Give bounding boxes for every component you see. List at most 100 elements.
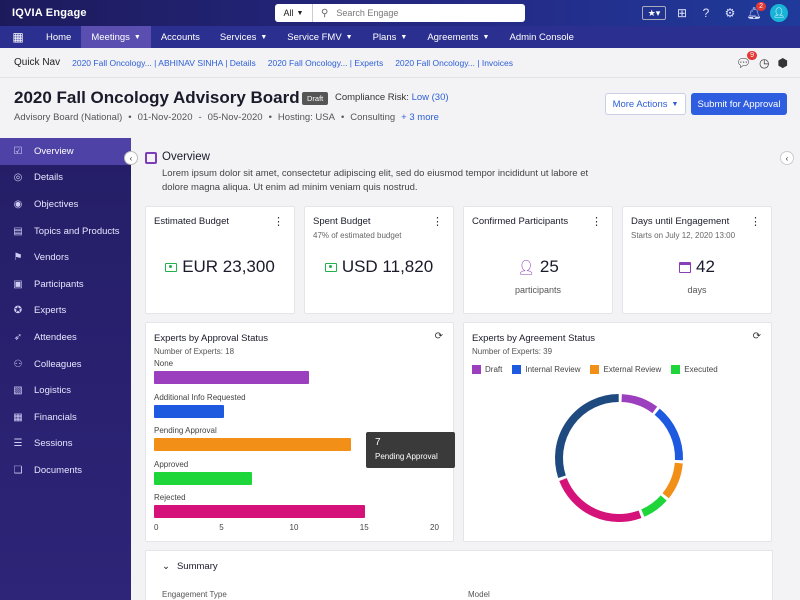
search-scope-label: All <box>283 8 294 18</box>
submit-for-approval-button[interactable]: Submit for Approval <box>691 93 787 115</box>
tooltip-value: 7 <box>375 437 381 448</box>
bar-label: Additional Info Requested <box>154 392 246 402</box>
refresh-icon[interactable]: ⟳ <box>434 331 443 342</box>
nav-service-fmv[interactable]: Service FMV ▼ <box>277 26 362 48</box>
kpi-subtitle: Starts on July 12, 2020 13:00 <box>631 231 736 240</box>
legend-label: Internal Review <box>525 365 581 374</box>
sidebar-item-participants[interactable]: ▣ Participants <box>0 271 131 298</box>
help-icon[interactable]: ? <box>702 6 710 20</box>
chevron-down-icon: ⌄ <box>162 561 170 572</box>
sidebar-item-colleagues[interactable]: ⚇ Colleagues <box>0 351 131 378</box>
quick-nav-link-invoices[interactable]: 2020 Fall Oncology... | Invoices <box>395 57 514 68</box>
summary-title: Summary <box>176 561 218 572</box>
donut-segment[interactable] <box>621 394 658 414</box>
kpi-unit: days <box>687 285 707 295</box>
kebab-menu-icon[interactable]: ⋮ <box>273 216 284 228</box>
bar[interactable] <box>154 438 351 451</box>
donut-segment[interactable] <box>641 495 667 517</box>
add-icon[interactable]: ⊞ <box>676 6 688 20</box>
nav-agreements[interactable]: Agreements ▼ <box>417 26 499 48</box>
sidebar-item-label: Colleagues <box>34 358 82 370</box>
sidebar-item-label: Logistics <box>34 385 71 397</box>
page-title: 2020 Fall Oncology Advisory Board <box>14 88 300 107</box>
global-search[interactable]: All ▼ ⚲ Search Engage <box>275 4 525 22</box>
clock-icon[interactable]: ◷ <box>759 56 770 70</box>
legend-swatch <box>472 365 481 374</box>
legend-item-draft[interactable]: Draft <box>472 365 502 374</box>
chat-icon[interactable]: 💬︎ 9 <box>736 51 758 70</box>
donut-segment[interactable] <box>555 394 619 478</box>
risk-value-link[interactable]: Low (30) <box>411 92 449 103</box>
cube-icon[interactable]: ⬢ <box>777 56 788 70</box>
bullseye-icon: ◉ <box>13 198 23 210</box>
sidebar-item-topics[interactable]: ▤ Topics and Products <box>0 218 131 245</box>
donut-segment[interactable] <box>654 408 683 461</box>
sidebar-item-vendors[interactable]: ⚑ Vendors <box>0 244 131 271</box>
sidebar-item-attendees[interactable]: ➶ Attendees <box>0 324 131 351</box>
search-scope-select[interactable]: All ▼ <box>275 4 313 22</box>
sidebar-item-objectives[interactable]: ◉ Objectives <box>0 191 131 218</box>
right-panel-toggle[interactable]: ‹ <box>780 151 794 165</box>
app-grid-icon[interactable]: ▦ <box>12 30 24 44</box>
bar[interactable] <box>154 371 309 384</box>
nav-services[interactable]: Services ▼ <box>210 26 277 48</box>
sidebar-item-experts[interactable]: ✪ Experts <box>0 298 131 325</box>
bell-icon[interactable]: 🔔︎ 2 <box>746 2 766 21</box>
bar[interactable] <box>154 505 365 518</box>
x-tick-label: 15 <box>359 523 369 532</box>
donut-segment[interactable] <box>559 478 642 522</box>
quick-nav-link-details[interactable]: 2020 Fall Oncology... | ABHINAV SINHA | … <box>72 57 256 68</box>
brand-logo[interactable]: IQVIA Engage <box>12 7 87 19</box>
quick-nav-link-experts[interactable]: 2020 Fall Oncology... | Experts <box>267 57 384 68</box>
sidebar-item-documents[interactable]: ❏ Documents <box>0 457 131 484</box>
more-actions-button[interactable]: More Actions ▼ <box>605 93 686 115</box>
sidebar-item-sessions[interactable]: ☰ Sessions <box>0 431 131 458</box>
sessions-icon: ☰ <box>13 438 23 450</box>
bar[interactable] <box>154 404 225 418</box>
legend-item-executed[interactable]: Executed <box>671 365 718 374</box>
chevron-down-icon: ▼ <box>400 33 408 41</box>
sidebar-item-logistics[interactable]: ▧ Logistics <box>0 377 131 404</box>
kpi-value: USD 11,820 <box>305 257 453 277</box>
avatar[interactable]: 👤︎ <box>770 4 788 22</box>
nav-label: Agreements <box>427 31 479 43</box>
kebab-menu-icon[interactable]: ⋮ <box>432 216 443 228</box>
nav-accounts[interactable]: Accounts <box>151 26 210 48</box>
search-input[interactable]: Search Engage <box>336 8 399 18</box>
bar-label: Rejected <box>154 493 186 502</box>
expert-icon: ✪ <box>13 305 23 317</box>
gear-icon[interactable]: ⚙ <box>724 6 736 20</box>
chart-subtitle: Number of Experts: 18 <box>154 347 235 356</box>
nav-label: Meetings <box>91 31 130 43</box>
sidebar-item-overview[interactable]: ☑ Overview <box>0 138 131 165</box>
chevron-down-icon: ▼ <box>671 100 679 108</box>
sidebar-item-details[interactable]: ◎ Details <box>0 165 131 192</box>
favorites-icon[interactable]: ★▾ <box>642 6 666 20</box>
donut-segment[interactable] <box>662 462 683 499</box>
kebab-menu-icon[interactable]: ⋮ <box>750 216 761 228</box>
legend-label: Draft <box>485 365 503 374</box>
chevron-left-icon: ‹ <box>785 153 789 163</box>
checkbox-icon: ☑ <box>13 145 23 157</box>
legend-item-external-review[interactable]: External Review <box>590 365 661 374</box>
bar-label: Approved <box>154 459 189 469</box>
sidebar-collapse-button[interactable]: ‹ <box>124 151 138 165</box>
meta-more-link[interactable]: + 3 more <box>401 112 439 123</box>
meta-sep: • <box>128 112 132 123</box>
nav-meetings[interactable]: Meetings ▼ <box>81 26 151 48</box>
bar[interactable] <box>154 471 253 485</box>
page-header: 2020 Fall Oncology Advisory Board Draft … <box>0 78 800 138</box>
sidebar-item-financials[interactable]: ▦ Financials <box>0 404 131 431</box>
nav-label: Admin Console <box>509 31 574 43</box>
nav-plans[interactable]: Plans ▼ <box>363 26 418 48</box>
main-content: Overview Lorem ipsum dolor sit amet, con… <box>131 138 779 600</box>
kebab-menu-icon[interactable]: ⋮ <box>591 216 602 228</box>
nav-admin-console[interactable]: Admin Console <box>499 26 583 48</box>
x-tick-label: 5 <box>219 523 224 532</box>
sidebar-item-label: Documents <box>34 464 83 476</box>
refresh-icon[interactable]: ⟳ <box>752 331 761 342</box>
legend-item-internal-review[interactable]: Internal Review <box>512 365 580 374</box>
summary-toggle[interactable]: ⌄ Summary <box>162 561 218 572</box>
nav-home[interactable]: Home <box>36 26 81 48</box>
x-tick-label: 20 <box>430 523 439 532</box>
